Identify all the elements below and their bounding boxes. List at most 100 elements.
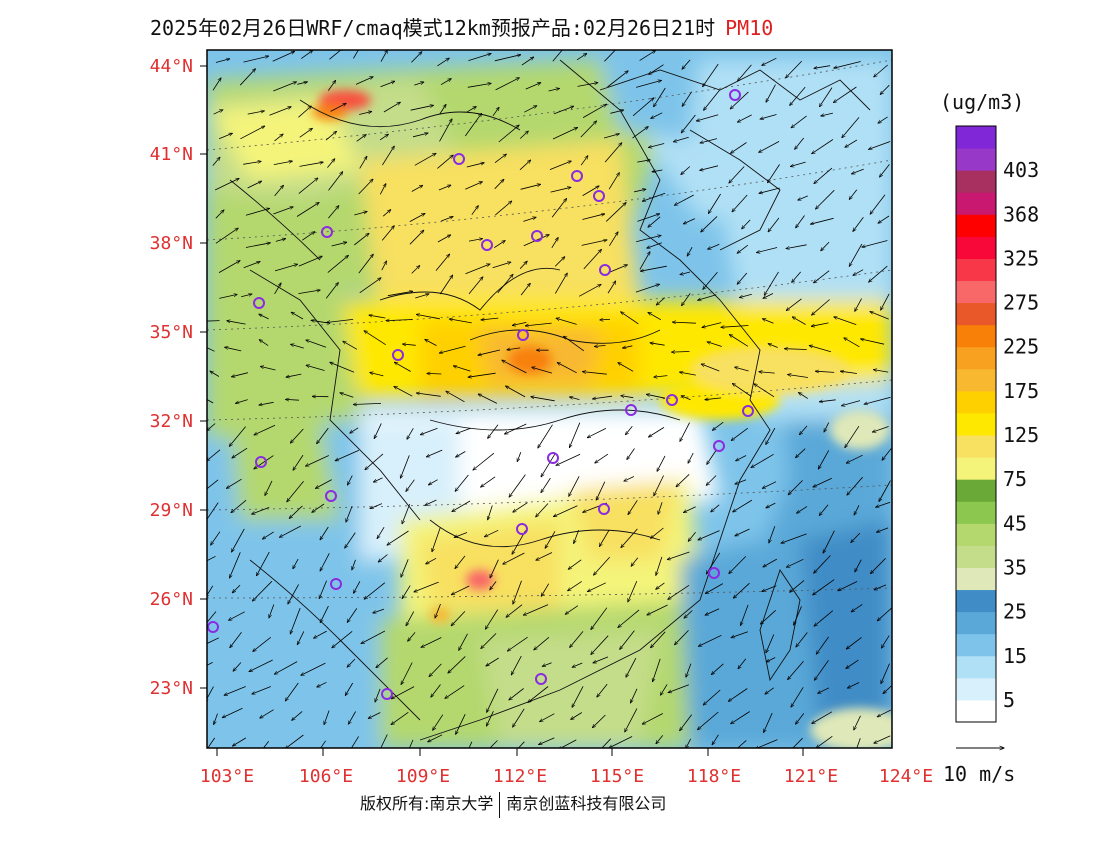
wind-arrow — [708, 243, 720, 249]
wind-arrow — [353, 581, 361, 593]
wind-arrow — [593, 656, 609, 663]
wind-arrow — [842, 400, 861, 406]
colorbar-segment — [956, 699, 996, 723]
wind-reference-label: 10 m/s — [943, 762, 1016, 786]
wind-arrow — [786, 244, 807, 249]
station-marker — [453, 153, 465, 165]
wind-arrow — [525, 322, 552, 326]
wind-arrow — [445, 685, 465, 699]
wind-arrow — [455, 474, 469, 491]
wind-arrow — [869, 265, 888, 282]
colorbar-segment — [956, 390, 996, 414]
wind-arrow — [637, 160, 650, 163]
wind-arrow — [314, 630, 327, 638]
wind-arrow — [351, 736, 359, 748]
wind-arrow — [768, 164, 780, 182]
wind-arrow — [506, 604, 523, 618]
wind-arrow — [252, 507, 270, 514]
wind-arrow — [675, 630, 689, 644]
station-markers — [207, 89, 754, 700]
wind-arrow — [427, 373, 442, 374]
wind-arrow — [627, 448, 635, 460]
wind-arrow — [380, 50, 388, 62]
wind-arrow — [876, 501, 891, 507]
wind-arrow — [471, 206, 479, 215]
wind-arrow — [816, 735, 833, 748]
wind-arrow — [320, 526, 329, 540]
colorbar-segment — [956, 236, 996, 259]
wind-arrow — [241, 294, 252, 298]
station-marker — [255, 456, 267, 468]
wind-arrow — [574, 529, 580, 543]
wind-arrow — [553, 106, 574, 115]
wind-arrow — [411, 266, 420, 274]
wind-arrow — [642, 192, 666, 201]
wind-arrow — [513, 580, 522, 604]
station-marker — [207, 621, 219, 633]
wind-arrow — [838, 581, 858, 591]
wind-arrow — [407, 428, 414, 439]
wind-arrow — [607, 71, 629, 88]
wind-arrow — [823, 530, 835, 553]
wind-arrow — [796, 448, 806, 458]
station-marker — [531, 230, 543, 242]
wind-arrow — [810, 217, 834, 224]
colorbar-segment — [956, 567, 996, 591]
wind-arrow — [872, 426, 889, 433]
wind-arrow — [534, 636, 550, 650]
wind-arrow — [352, 559, 356, 570]
lat-label-44n: 44°N — [150, 56, 193, 77]
wind-arrow — [364, 582, 386, 600]
wind-arrow — [676, 474, 690, 487]
wind-arrow — [702, 322, 722, 328]
wind-arrow — [816, 189, 835, 209]
wind-arrow — [704, 89, 721, 111]
wind-arrow — [456, 427, 471, 433]
wind-arrow — [632, 98, 654, 117]
wind-arrow — [233, 662, 242, 672]
wind-arrow — [207, 423, 216, 431]
wind-arrow — [651, 527, 664, 538]
wind-arrow — [736, 455, 747, 461]
wind-arrow — [299, 162, 324, 167]
wind-arrow — [633, 189, 646, 193]
wind-arrow — [631, 557, 639, 567]
wind-arrow — [269, 604, 275, 618]
colorbar-label: 15 — [1003, 644, 1027, 668]
wind-arrow — [731, 631, 749, 638]
wind-arrow — [735, 528, 750, 536]
wind-arrow — [459, 633, 468, 651]
wind-arrow — [594, 556, 610, 575]
station-marker — [330, 578, 342, 590]
wind-arrow — [502, 360, 527, 374]
wind-arrow — [811, 322, 829, 326]
wind-arrow — [207, 662, 213, 666]
map-frame — [206, 49, 893, 749]
wind-arrow — [386, 320, 413, 321]
wind-arrow — [757, 247, 778, 253]
wind-arrow — [287, 480, 304, 502]
copyright-left: 版权所有:南京大学 — [360, 794, 494, 813]
wind-arrow — [819, 399, 836, 402]
wind-arrow — [639, 50, 656, 61]
wind-arrow — [243, 56, 269, 63]
wind-arrow — [380, 81, 395, 88]
wind-arrow — [591, 635, 609, 655]
wind-arrow — [425, 499, 437, 505]
wind-arrow — [781, 533, 807, 543]
wind-arrow — [854, 715, 861, 730]
wind-arrow — [285, 682, 299, 701]
wind-arrow — [706, 552, 721, 574]
wind-arrow — [481, 318, 499, 320]
colorbar-segment — [956, 545, 996, 568]
wind-arrow — [391, 686, 415, 699]
wind-arrow — [579, 284, 601, 297]
wind-arrow — [762, 319, 774, 324]
wind-arrow — [254, 455, 274, 469]
station-marker — [666, 394, 678, 406]
wind-arrow — [212, 157, 220, 166]
lat-label-32n: 32°N — [150, 411, 193, 432]
wind-arrow — [345, 532, 356, 549]
wind-arrow — [513, 502, 528, 513]
wind-arrow — [599, 529, 610, 546]
